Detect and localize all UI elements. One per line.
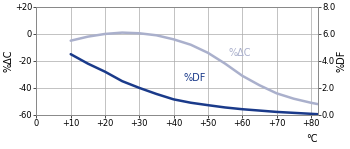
Text: °C: °C xyxy=(306,134,318,144)
Y-axis label: %ΔC: %ΔC xyxy=(4,50,13,72)
Y-axis label: %DF: %DF xyxy=(337,50,346,72)
Text: %DF: %DF xyxy=(184,73,206,83)
Text: %ΔC: %ΔC xyxy=(229,48,251,58)
